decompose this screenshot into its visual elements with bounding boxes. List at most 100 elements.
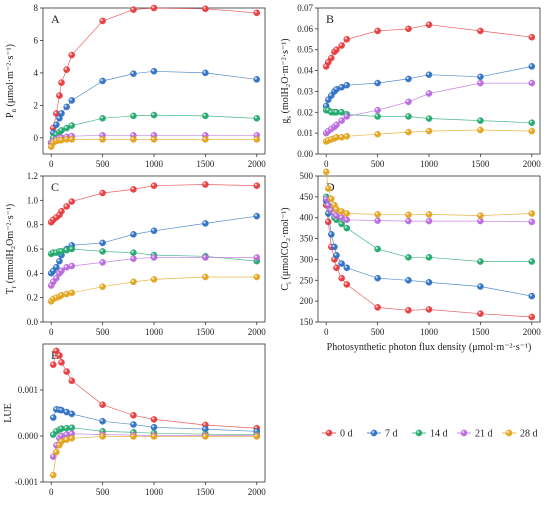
legend-marker [415, 429, 423, 437]
data-point [150, 227, 158, 235]
data-point [405, 113, 412, 120]
y-tick-label: 2 [34, 100, 39, 110]
data-point [425, 115, 433, 122]
y-axis-label-unit: (mmolH₂Om⁻²·s⁻¹) [5, 204, 16, 286]
panel-label: B [326, 12, 334, 26]
y-tick-label: -0.001 [15, 477, 38, 487]
x-tick-label: 500 [371, 327, 385, 337]
y-tick-label: 0.02 [297, 107, 313, 117]
data-point [253, 273, 261, 281]
y-axis-label: Tr (mmolH₂Om⁻²·s⁻¹) [5, 204, 18, 294]
data-point [53, 347, 60, 355]
data-point [150, 433, 158, 440]
data-point [99, 239, 106, 247]
series-line [325, 205, 532, 318]
series-21d [322, 79, 536, 137]
data-point [130, 136, 137, 143]
y-tick-label: 0.6 [27, 244, 39, 254]
data-point [477, 27, 484, 35]
data-point [63, 103, 70, 111]
y-tick-label: 0.03 [297, 86, 313, 96]
data-point [58, 267, 65, 275]
data-point [68, 198, 76, 205]
x-tick-label: 1500 [196, 327, 215, 337]
series-28d [322, 168, 536, 219]
panel-label: E [51, 348, 58, 362]
data-point [405, 128, 412, 136]
y-axis-label-sub: r [10, 285, 18, 288]
data-point [130, 6, 137, 13]
legend-marker [505, 429, 513, 437]
legend-item: 28 d [502, 429, 538, 440]
y-axis-label: Pn (μmol·m⁻²·s⁻¹) [5, 44, 18, 118]
data-point [202, 433, 209, 440]
y-tick-label: 1.2 [27, 171, 38, 181]
data-point [328, 231, 335, 238]
data-point [99, 77, 106, 85]
data-point [58, 79, 65, 86]
data-point [343, 216, 351, 224]
x-tick-label: 1000 [420, 327, 439, 337]
x-tick-label: 500 [96, 327, 110, 337]
y-tick-label: 250 [300, 275, 314, 285]
data-point [68, 136, 76, 143]
data-point [49, 471, 57, 479]
data-point [405, 98, 412, 106]
panel-C: C 0.0 0.2 0.4 0.6 0.8 1.0 1.2 0 500 1000 1500 2000 Tr… [5, 171, 266, 337]
data-point [477, 79, 484, 87]
data-point [99, 248, 106, 255]
data-point [528, 218, 536, 226]
data-point [56, 92, 63, 99]
data-point [253, 115, 261, 122]
data-point [202, 5, 209, 13]
y-tick-label: 0.4 [27, 268, 39, 278]
y-axis-label: LUE [3, 403, 14, 422]
y-tick-label: 0.0 [27, 317, 39, 327]
data-point [150, 182, 158, 190]
y-axis-label-unit: (μmolCO₂·mol⁻¹) [280, 207, 291, 282]
data-point [343, 281, 351, 288]
x-tick-label: 0 [324, 327, 329, 337]
data-point [374, 113, 381, 120]
data-point [322, 168, 330, 176]
data-point [338, 220, 345, 228]
y-tick-label: 200 [300, 296, 314, 306]
data-point [130, 70, 137, 77]
data-point [49, 361, 57, 369]
y-axis-label-main: C [280, 284, 291, 291]
panel-label: C [51, 180, 59, 194]
y-tick-label: 8 [34, 3, 39, 13]
data-point [150, 276, 158, 283]
data-point [405, 25, 412, 33]
data-point [425, 279, 433, 286]
data-point [338, 260, 345, 267]
data-point [68, 410, 76, 418]
data-point [130, 186, 137, 193]
data-point [130, 411, 137, 419]
x-tick-label: 1000 [145, 487, 164, 497]
data-point [202, 254, 209, 261]
data-point [150, 136, 158, 143]
series-line [325, 196, 532, 262]
data-point [56, 352, 63, 359]
data-point [53, 263, 60, 271]
data-point [425, 71, 433, 79]
data-point [331, 243, 338, 251]
data-point [405, 254, 412, 261]
panel-B: B 0.00 0.01 0.02 0.03 0.04 0.05 0.06 0.07 0 500 100… [280, 3, 541, 169]
data-point [405, 211, 412, 219]
data-point [150, 416, 158, 423]
data-point [202, 136, 209, 143]
x-tick-label: 0 [49, 487, 54, 497]
data-point [150, 67, 158, 75]
data-point [528, 79, 536, 87]
data-point [528, 63, 536, 70]
data-point [53, 448, 60, 456]
data-point [150, 111, 158, 119]
data-point [477, 310, 484, 317]
data-point [425, 127, 433, 135]
data-point [202, 69, 209, 77]
data-point [253, 182, 261, 190]
x-tick-label: 1500 [471, 159, 490, 169]
data-point [343, 35, 351, 43]
